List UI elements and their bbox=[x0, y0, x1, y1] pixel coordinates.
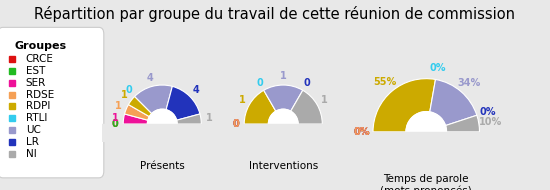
Text: RTLI: RTLI bbox=[26, 113, 47, 123]
Text: 1: 1 bbox=[321, 95, 328, 105]
Circle shape bbox=[147, 109, 177, 139]
Wedge shape bbox=[430, 79, 477, 126]
Text: 0%: 0% bbox=[353, 127, 370, 137]
Wedge shape bbox=[123, 114, 148, 124]
Text: 0%: 0% bbox=[480, 107, 496, 117]
Bar bbox=[100, 124, 225, 151]
Circle shape bbox=[406, 112, 447, 152]
Text: 0%: 0% bbox=[430, 63, 446, 73]
Text: 4: 4 bbox=[192, 85, 199, 95]
Text: 4: 4 bbox=[146, 73, 153, 83]
Wedge shape bbox=[446, 115, 480, 132]
Text: CRCE: CRCE bbox=[26, 54, 54, 64]
Text: LR: LR bbox=[26, 137, 39, 147]
Text: 34%: 34% bbox=[457, 78, 480, 88]
Wedge shape bbox=[129, 97, 152, 117]
FancyBboxPatch shape bbox=[0, 27, 104, 178]
Text: 0: 0 bbox=[111, 119, 118, 129]
Bar bbox=[221, 124, 346, 151]
Text: 0: 0 bbox=[232, 119, 239, 129]
Text: 0%: 0% bbox=[353, 127, 370, 137]
Wedge shape bbox=[135, 85, 172, 114]
Wedge shape bbox=[244, 90, 276, 124]
Text: Interventions: Interventions bbox=[249, 161, 318, 171]
Text: 0: 0 bbox=[304, 78, 310, 88]
Text: 1: 1 bbox=[121, 90, 128, 100]
Text: 1: 1 bbox=[206, 113, 213, 123]
Text: 0: 0 bbox=[111, 119, 118, 129]
Text: 0%: 0% bbox=[353, 127, 370, 137]
Text: SER: SER bbox=[26, 78, 46, 88]
Wedge shape bbox=[290, 90, 322, 124]
Text: NI: NI bbox=[26, 149, 37, 159]
Wedge shape bbox=[124, 105, 150, 120]
Text: 0: 0 bbox=[125, 85, 132, 95]
Wedge shape bbox=[177, 114, 201, 124]
Text: 0: 0 bbox=[232, 119, 239, 129]
Bar bbox=[341, 132, 512, 169]
Text: UC: UC bbox=[26, 125, 41, 135]
Text: Temps de parole
(mots prononcés): Temps de parole (mots prononcés) bbox=[381, 174, 472, 190]
Text: 0: 0 bbox=[232, 119, 239, 129]
Text: 1: 1 bbox=[115, 101, 122, 111]
Wedge shape bbox=[166, 86, 200, 120]
Text: RDPI: RDPI bbox=[26, 101, 50, 111]
Text: 0%: 0% bbox=[353, 127, 370, 137]
Text: 1: 1 bbox=[280, 71, 287, 82]
Wedge shape bbox=[264, 85, 303, 111]
Text: Présents: Présents bbox=[140, 161, 185, 171]
Text: 55%: 55% bbox=[373, 77, 396, 87]
Text: 1: 1 bbox=[239, 95, 245, 105]
Wedge shape bbox=[373, 79, 436, 132]
Text: Répartition par groupe du travail de cette réunion de commission: Répartition par groupe du travail de cet… bbox=[35, 6, 515, 22]
Text: Groupes: Groupes bbox=[14, 41, 67, 51]
Text: EST: EST bbox=[26, 66, 45, 76]
Text: 0: 0 bbox=[256, 78, 263, 88]
Circle shape bbox=[268, 109, 298, 139]
Text: 10%: 10% bbox=[478, 117, 502, 127]
Text: 0: 0 bbox=[232, 119, 239, 129]
Text: RDSE: RDSE bbox=[26, 89, 54, 100]
Text: 1: 1 bbox=[112, 113, 118, 123]
